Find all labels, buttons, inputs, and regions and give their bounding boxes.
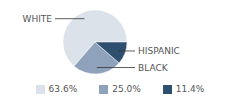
html-text:63.6%: 63.6% xyxy=(48,84,78,94)
svg-text:HISPANIC: HISPANIC xyxy=(138,46,180,56)
svg-text:WHITE: WHITE xyxy=(22,14,52,24)
svg-text:BLACK: BLACK xyxy=(138,63,169,73)
html-text:11.4%: 11.4% xyxy=(175,84,205,94)
html-text:25.0%: 25.0% xyxy=(112,84,141,94)
